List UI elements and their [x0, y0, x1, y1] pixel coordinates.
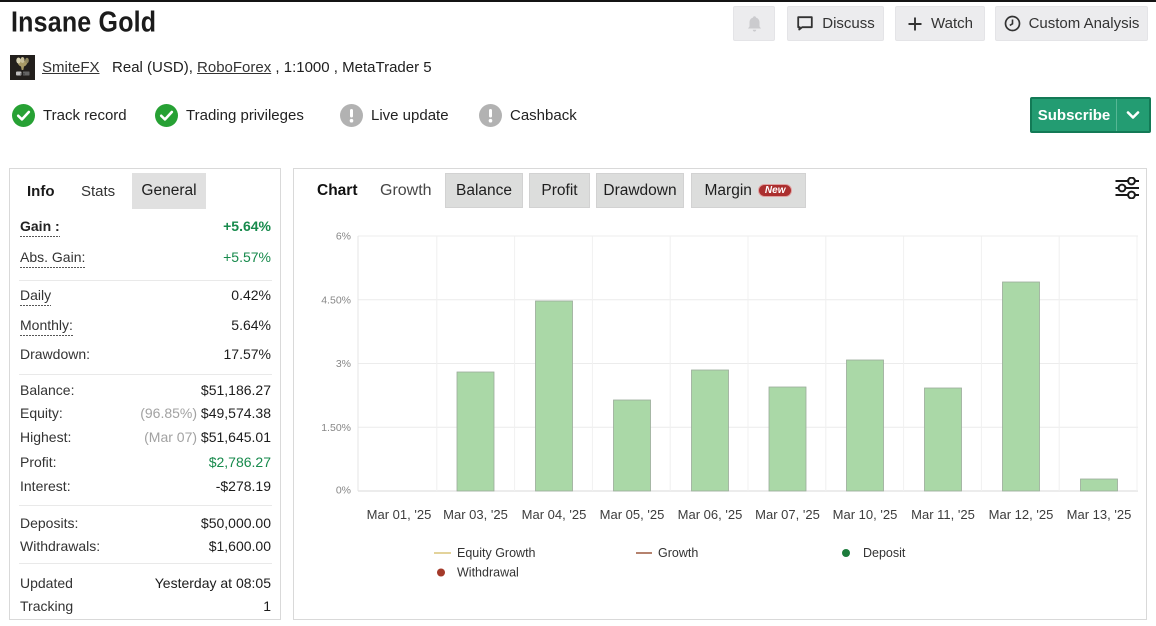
svg-text:Mar 04, '25: Mar 04, '25	[522, 507, 587, 522]
svg-text:Mar 13, '25: Mar 13, '25	[1067, 507, 1132, 522]
svg-text:Mar 01, '25: Mar 01, '25	[367, 507, 432, 522]
svg-text:3%: 3%	[336, 358, 351, 370]
svg-text:om: om	[20, 72, 25, 76]
svg-text:Mar 05, '25: Mar 05, '25	[600, 507, 665, 522]
svg-text:Mar 07, '25: Mar 07, '25	[755, 507, 820, 522]
svg-text:0%: 0%	[336, 485, 351, 497]
svg-text:Equity Growth: Equity Growth	[457, 546, 536, 560]
svg-text:Mar 03, '25: Mar 03, '25	[443, 507, 508, 522]
svg-text:Mar 10, '25: Mar 10, '25	[833, 507, 898, 522]
svg-text:Withdrawal: Withdrawal	[457, 566, 519, 580]
svg-text:4.50%: 4.50%	[321, 294, 351, 306]
svg-text:1.50%: 1.50%	[321, 422, 351, 434]
svg-text:Deposit: Deposit	[863, 546, 906, 560]
svg-text:Mar 11, '25: Mar 11, '25	[911, 507, 975, 522]
svg-text:6%: 6%	[336, 231, 351, 243]
svg-text:Growth: Growth	[658, 546, 698, 560]
svg-text:Mar 12, '25: Mar 12, '25	[989, 507, 1054, 522]
svg-text:Mar 06, '25: Mar 06, '25	[678, 507, 743, 522]
